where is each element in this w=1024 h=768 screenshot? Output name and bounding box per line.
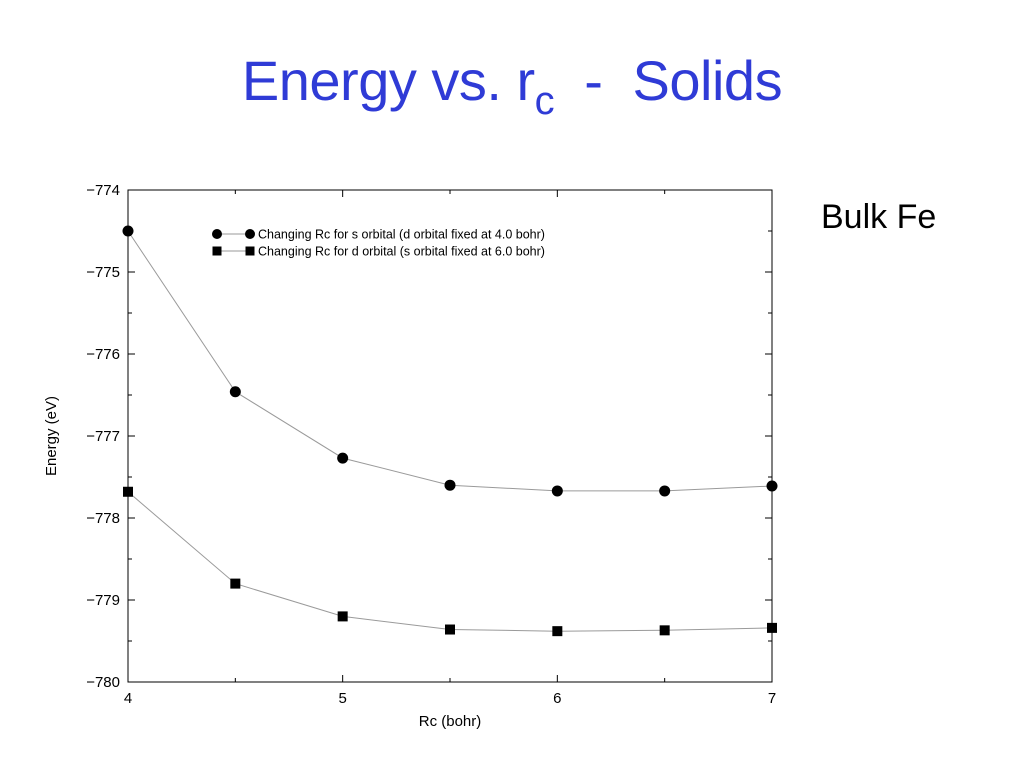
axis-ticks xyxy=(127,189,773,683)
title-subscript: c xyxy=(534,79,555,123)
data-point-s-orbital xyxy=(551,485,563,497)
title-rest: - Solids xyxy=(554,49,783,112)
data-point-d-orbital xyxy=(337,611,348,622)
x-axis-label: Rc (bohr) xyxy=(419,713,482,730)
data-point-s-orbital xyxy=(659,485,671,497)
y-tick-label: −777 xyxy=(86,428,120,445)
legend-label: Changing Rc for d orbital (s orbital fix… xyxy=(258,245,545,259)
title-main: Energy vs. r xyxy=(241,49,535,112)
data-point-d-orbital xyxy=(445,624,455,635)
y-tick-label: −775 xyxy=(86,264,120,281)
data-point-s-orbital xyxy=(337,452,349,464)
data-point-s-orbital xyxy=(444,479,456,491)
legend-marker-circle xyxy=(212,229,222,239)
x-tick-label: 6 xyxy=(553,690,561,707)
data-point-d-orbital xyxy=(659,625,670,636)
plot-frame xyxy=(127,189,773,683)
data-point-d-orbital xyxy=(123,486,133,497)
legend-marker-circle xyxy=(245,229,255,239)
series-line-2 xyxy=(127,491,773,632)
legend-marker-square xyxy=(245,246,255,256)
x-tick-label: 4 xyxy=(124,690,132,707)
tick-labels: 4 5 6 7 −774 −775 −776 −777 −778 −779 −780 xyxy=(86,182,776,707)
legend: Changing Rc for s orbital (d orbital fix… xyxy=(212,228,545,259)
data-point-d-orbital xyxy=(230,578,241,589)
y-tick-label: −774 xyxy=(86,182,120,199)
series-markers xyxy=(122,225,778,637)
y-tick-label: −779 xyxy=(86,592,120,609)
y-tick-label: −780 xyxy=(86,674,120,691)
y-axis-label: Energy (eV) xyxy=(43,396,60,476)
series-line-1 xyxy=(127,230,773,492)
series-lines xyxy=(127,230,773,632)
bulk-fe-label: Bulk Fe xyxy=(821,198,937,236)
legend-marker-square xyxy=(212,246,222,256)
x-tick-label: 5 xyxy=(338,690,346,707)
data-point-s-orbital xyxy=(229,386,241,398)
x-tick-label: 7 xyxy=(768,690,776,707)
legend-label: Changing Rc for s orbital (d orbital fix… xyxy=(258,228,545,242)
data-point-s-orbital xyxy=(766,480,778,492)
data-point-d-orbital xyxy=(552,626,563,637)
y-tick-label: −778 xyxy=(86,510,120,527)
y-tick-label: −776 xyxy=(86,346,120,363)
slide-title: Energy vs. rc - Solids xyxy=(0,48,1024,124)
data-point-d-orbital xyxy=(767,622,777,633)
data-point-s-orbital xyxy=(122,225,134,237)
